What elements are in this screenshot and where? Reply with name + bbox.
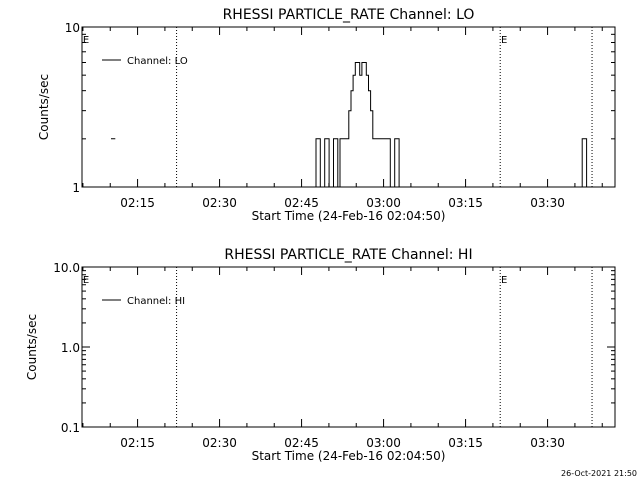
x-tick-label: 03:15: [448, 436, 483, 450]
plot-stamp: 26-Oct-2021 21:50: [561, 469, 637, 478]
legend-label: Channel: LO: [127, 56, 188, 67]
x-tick-label: 02:15: [120, 196, 155, 210]
eclipse-marker-label: E: [83, 35, 89, 46]
x-tick-label: 02:15: [120, 436, 155, 450]
eclipse-marker-label: E: [501, 35, 507, 46]
chart-title: RHESSI PARTICLE_RATE Channel: LO: [223, 7, 475, 23]
y-axis-label: Counts/sec: [37, 74, 51, 140]
legend-label: Channel: HI: [127, 296, 185, 307]
series-line: [107, 62, 589, 188]
x-tick-label: 03:30: [530, 196, 565, 210]
x-tick-label: 02:45: [284, 196, 319, 210]
plot-frame: [81, 266, 616, 428]
x-axis-label: Start Time (24-Feb-16 02:04:50): [252, 449, 446, 463]
y-tick-label: 10: [65, 21, 80, 35]
x-tick-label: 03:00: [366, 436, 401, 450]
y-tick-label: 1: [72, 181, 80, 195]
eclipse-marker-label: E: [501, 275, 507, 286]
chart-title: RHESSI PARTICLE_RATE Channel: HI: [224, 247, 472, 263]
x-tick-label: 03:30: [530, 436, 565, 450]
x-tick-label: 03:15: [448, 196, 483, 210]
x-tick-label: 02:30: [202, 436, 237, 450]
y-tick-label: 0.1: [61, 421, 80, 435]
x-tick-label: 03:00: [366, 196, 401, 210]
x-tick-label: 02:30: [202, 196, 237, 210]
y-tick-label: 1.0: [61, 341, 80, 355]
plot-frame: [81, 26, 616, 188]
x-axis-label: Start Time (24-Feb-16 02:04:50): [252, 209, 446, 223]
x-tick-label: 02:45: [284, 436, 319, 450]
y-axis-label: Counts/sec: [25, 314, 39, 380]
y-tick-label: 10.0: [53, 261, 80, 275]
eclipse-marker-label: E: [83, 275, 89, 286]
